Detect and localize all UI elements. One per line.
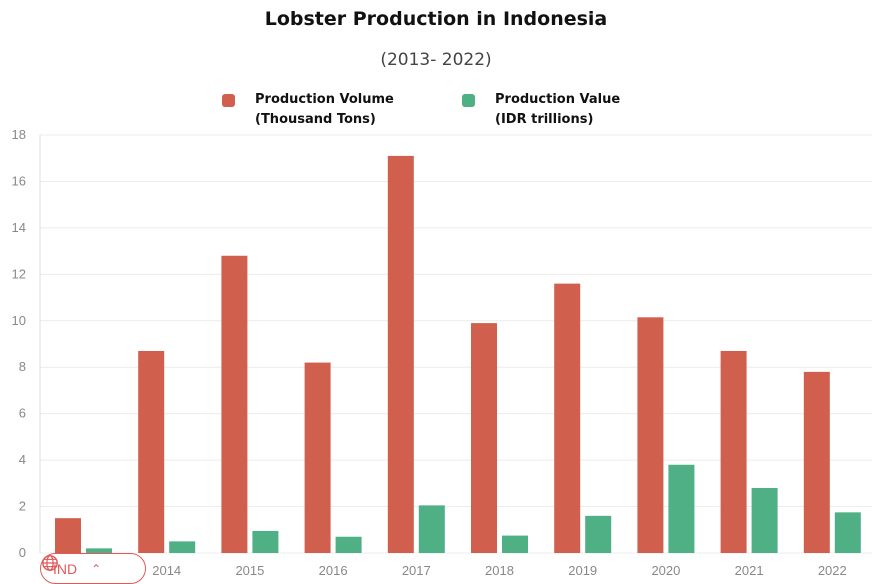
- legend-item-production-volume: Production Volume (Thousand Tons): [222, 90, 394, 130]
- x-tick-label: 2014: [152, 563, 181, 578]
- bar-production-volume: [221, 255, 248, 553]
- bar-production-value: [834, 512, 861, 553]
- bar-production-volume: [387, 155, 414, 553]
- bar-production-volume: [304, 362, 331, 553]
- y-tick-label: 12: [12, 266, 26, 281]
- y-tick-label: 8: [19, 359, 26, 374]
- bar-production-volume: [55, 518, 81, 553]
- x-tick-label: 2017: [402, 563, 431, 578]
- y-tick-label: 2: [19, 499, 26, 514]
- x-tick-label: 2020: [651, 563, 680, 578]
- legend-label-production-value: Production Value (IDR trillions): [495, 92, 621, 127]
- x-tick-label: 2022: [818, 563, 847, 578]
- x-tick-label: 2019: [568, 563, 597, 578]
- bar-production-volume: [637, 317, 664, 553]
- y-tick-label: 4: [19, 452, 26, 467]
- bar-production-volume: [720, 350, 747, 553]
- bar-production-volume: [471, 323, 497, 553]
- x-tick-label: 2021: [735, 563, 764, 578]
- y-tick-label: 14: [12, 220, 26, 235]
- bar-production-value: [418, 505, 445, 553]
- bar-production-value: [86, 548, 112, 553]
- legend-swatch-production-volume: [222, 94, 235, 107]
- y-tick-label: 10: [12, 313, 26, 328]
- legend-item-production-value: Production Value (IDR trillions): [462, 90, 620, 130]
- y-tick-label: 16: [12, 173, 26, 188]
- chevron-up-icon: ⌃: [91, 561, 102, 576]
- chart-title: Lobster Production in Indonesia: [264, 8, 608, 30]
- bar-production-value: [585, 515, 612, 553]
- bar-production-value: [751, 487, 778, 553]
- bar-production-volume: [138, 350, 165, 553]
- bar-production-volume: [554, 283, 581, 553]
- y-tick-label: 18: [12, 127, 26, 142]
- language-label: IND: [53, 560, 78, 577]
- legend-label-production-volume: Production Volume (Thousand Tons): [255, 92, 394, 127]
- bar-production-value: [252, 530, 279, 553]
- legend-swatch-production-value: [462, 94, 475, 107]
- bar-production-value: [335, 536, 362, 553]
- bar-production-value: [169, 541, 196, 553]
- x-tick-label: 2015: [235, 563, 264, 578]
- bar-production-value: [668, 464, 695, 553]
- chart-subtitle: (2013- 2022): [380, 50, 492, 70]
- y-tick-label: 6: [19, 406, 26, 421]
- language-selector[interactable]: IND ⌃: [40, 553, 146, 584]
- x-tick-label: 2016: [319, 563, 348, 578]
- bar-production-value: [502, 535, 528, 553]
- bar-production-volume: [803, 371, 830, 553]
- globe-icon: [42, 555, 58, 571]
- y-tick-label: 0: [19, 545, 26, 560]
- x-tick-label: 2018: [485, 563, 514, 578]
